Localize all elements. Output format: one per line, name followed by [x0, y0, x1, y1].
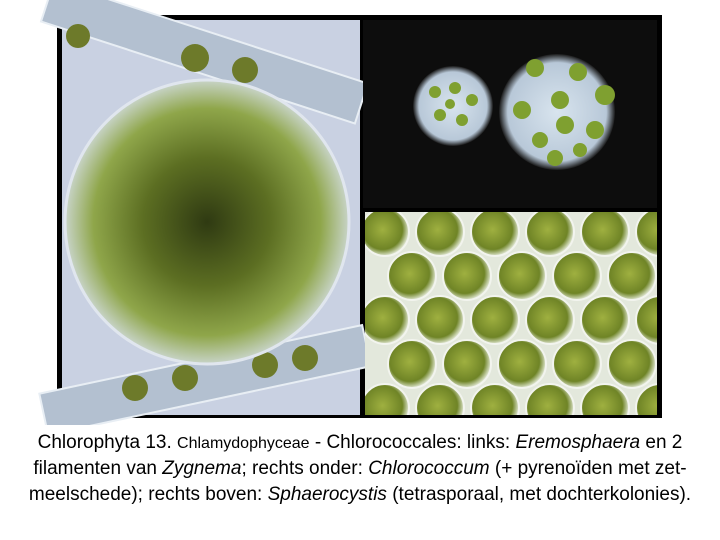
cell: [556, 116, 574, 134]
caption-taxon: Zygnema: [162, 458, 242, 479]
cell: [525, 212, 575, 257]
cell: [415, 295, 465, 345]
caption-text: Chlorophyta 13.: [37, 432, 178, 453]
colony: [499, 54, 615, 170]
eremosphaera-cell: [63, 78, 351, 366]
cell: [449, 82, 461, 94]
cell: [607, 339, 657, 389]
caption-text: en 2: [640, 432, 683, 453]
cell: [525, 383, 575, 415]
caption-taxon: Eremosphaera: [515, 432, 641, 453]
cell: [470, 295, 520, 345]
colony-cells: [429, 59, 615, 166]
cell: [466, 94, 478, 106]
caption: Chlorophyta 13. Chlamydophyceae - Chloro…: [0, 430, 720, 508]
cell: [547, 150, 563, 166]
cell: [434, 109, 446, 121]
caption-text: filamenten van: [33, 458, 163, 479]
caption-text: Chlamydophyceae: [177, 435, 310, 452]
caption-text: ; rechts onder:: [241, 458, 369, 479]
cell: [635, 295, 657, 345]
cell: [569, 63, 587, 81]
caption-line: meelschede); rechts boven: Sphaerocystis…: [0, 482, 720, 508]
cell: [551, 91, 569, 109]
cell: [365, 295, 410, 345]
cell: [580, 383, 630, 415]
cell: [513, 101, 531, 119]
caption-line: filamenten van Zygnema; rechts onder: Ch…: [0, 456, 720, 482]
cell: [580, 295, 630, 345]
cell: [415, 212, 465, 257]
caption-text: (tetrasporaal, met dochterkolonies).: [386, 484, 692, 505]
cell: [456, 114, 468, 126]
cell: [552, 339, 602, 389]
cell: [635, 383, 657, 415]
caption-text: - Chlorococcales: links:: [309, 432, 516, 453]
caption-text: meelschede); rechts boven:: [28, 484, 268, 505]
caption-line: Chlorophyta 13. Chlamydophyceae - Chloro…: [0, 430, 720, 456]
cell: [387, 339, 437, 389]
filament-chloroplasts: [66, 24, 318, 401]
caption-taxon: Sphaerocystis: [267, 484, 387, 505]
cell: [429, 86, 441, 98]
cell: [470, 383, 520, 415]
cell: [442, 251, 492, 301]
cell: [607, 251, 657, 301]
cell: [580, 212, 630, 257]
cell: [445, 99, 455, 109]
cell: [365, 383, 410, 415]
cell: [470, 212, 520, 257]
caption-text: (+ pyrenoïden met zet-: [489, 458, 687, 479]
cell: [365, 212, 410, 257]
cell: [532, 132, 548, 148]
chlorococcum-cells: [365, 212, 657, 415]
cell: [526, 59, 544, 77]
cell: [497, 251, 547, 301]
caption-taxon: Chlorococcum: [368, 458, 490, 479]
cell: [595, 85, 615, 105]
cell: [586, 121, 604, 139]
micrographs: [38, 0, 662, 425]
cell: [442, 339, 492, 389]
cell: [387, 251, 437, 301]
cell: [497, 339, 547, 389]
cell: [552, 251, 602, 301]
cell: [415, 383, 465, 415]
cell: [635, 212, 657, 257]
cell: [525, 295, 575, 345]
cell: [573, 143, 587, 157]
